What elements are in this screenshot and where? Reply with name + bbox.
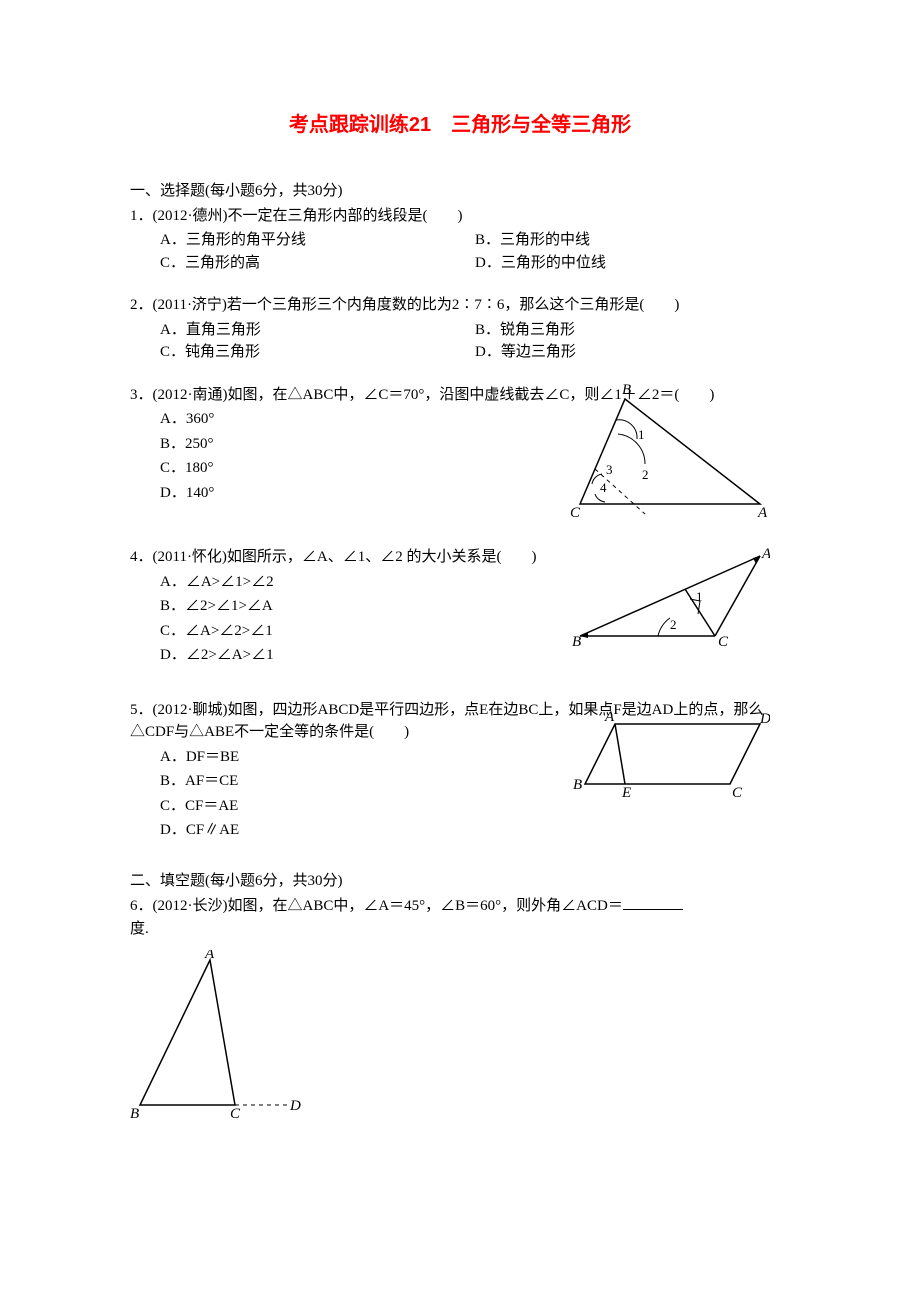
q6-label-A: A xyxy=(204,950,215,962)
q1-optD: D．三角形的中位线 xyxy=(475,252,790,275)
q1-text: 1．(2012·德州)不一定在三角形内部的线段是( ) xyxy=(130,205,790,228)
q1-options-row1: A．三角形的角平分线 B．三角形的中线 xyxy=(160,229,790,252)
q2-optB: B．锐角三角形 xyxy=(475,319,790,342)
question-4: 4．(2011·怀化)如图所示，∠A、∠1、∠2 的大小关系是( ) A．∠A>… xyxy=(130,546,790,667)
q6-label-D: D xyxy=(289,1098,301,1114)
q6-text-before: 6．(2012·长沙)如图，在△ABC中，∠A＝45°，∠B＝60°，则外角∠A… xyxy=(130,898,623,914)
question-1: 1．(2012·德州)不一定在三角形内部的线段是( ) A．三角形的角平分线 B… xyxy=(130,205,790,275)
q6-figure: A B C D xyxy=(130,950,310,1120)
q2-optD: D．等边三角形 xyxy=(475,341,790,364)
q4-optD: D．∠2>∠A>∠1 xyxy=(160,644,790,667)
q3-label-C: C xyxy=(570,505,581,521)
q5-figure: A D C B E xyxy=(570,709,770,799)
q1-optB: B．三角形的中线 xyxy=(475,229,790,252)
q1-optC: C．三角形的高 xyxy=(160,252,475,275)
q2-optC: C．钝角三角形 xyxy=(160,341,475,364)
document-title: 考点跟踪训练21 三角形与全等三角形 xyxy=(130,110,790,140)
q4-label-1: 1 xyxy=(696,589,703,604)
q5-label-A: A xyxy=(604,709,615,725)
q4-figure: A B C 1 2 xyxy=(570,546,770,646)
q3-label-B: B xyxy=(622,384,631,398)
q5-optD: D．CF∥AE xyxy=(160,819,790,842)
section1-header: 一、选择题(每小题6分，共30分) xyxy=(130,180,790,203)
q5-label-E: E xyxy=(621,785,631,799)
q4-label-2: 2 xyxy=(670,617,677,632)
q4-label-C: C xyxy=(718,634,729,646)
q5-label-D: D xyxy=(759,711,770,727)
q2-options-row1: A．直角三角形 B．锐角三角形 xyxy=(160,319,790,342)
q3-label-4: 4 xyxy=(600,480,607,495)
q2-text: 2．(2011·济宁)若一个三角形三个内角度数的比为2∶7∶6，那么这个三角形是… xyxy=(130,294,790,317)
q6-label-B: B xyxy=(130,1106,139,1120)
q3-figure: B C A 1 2 3 4 xyxy=(570,384,770,524)
q5-label-B: B xyxy=(573,777,582,793)
question-6: 6．(2012·长沙)如图，在△ABC中，∠A＝45°，∠B＝60°，则外角∠A… xyxy=(130,894,790,1120)
q1-optA: A．三角形的角平分线 xyxy=(160,229,475,252)
question-5: 5．(2012·聊城)如图，四边形ABCD是平行四边形，点E在边BC上，如果点F… xyxy=(130,699,790,842)
q3-label-A: A xyxy=(757,505,768,521)
q3-label-2: 2 xyxy=(642,467,649,482)
question-2: 2．(2011·济宁)若一个三角形三个内角度数的比为2∶7∶6，那么这个三角形是… xyxy=(130,294,790,364)
question-3: 3．(2012·南通)如图，在△ABC中，∠C＝70°，沿图中虚线截去∠C，则∠… xyxy=(130,384,790,505)
q4-label-B: B xyxy=(572,634,581,646)
q5-label-C: C xyxy=(732,785,743,799)
section2-header: 二、填空题(每小题6分，共30分) xyxy=(130,870,790,893)
q2-options-row2: C．钝角三角形 D．等边三角形 xyxy=(160,341,790,364)
q6-text-after: 度. xyxy=(130,918,790,941)
q3-label-1: 1 xyxy=(638,427,645,442)
page-container: 考点跟踪训练21 三角形与全等三角形 一、选择题(每小题6分，共30分) 1．(… xyxy=(0,0,920,1302)
q4-label-A: A xyxy=(761,546,770,562)
q6-blank xyxy=(623,894,683,910)
q6-text: 6．(2012·长沙)如图，在△ABC中，∠A＝45°，∠B＝60°，则外角∠A… xyxy=(130,894,790,918)
q3-label-3: 3 xyxy=(606,462,613,477)
q2-optA: A．直角三角形 xyxy=(160,319,475,342)
q6-label-C: C xyxy=(230,1106,241,1120)
q1-options-row2: C．三角形的高 D．三角形的中位线 xyxy=(160,252,790,275)
